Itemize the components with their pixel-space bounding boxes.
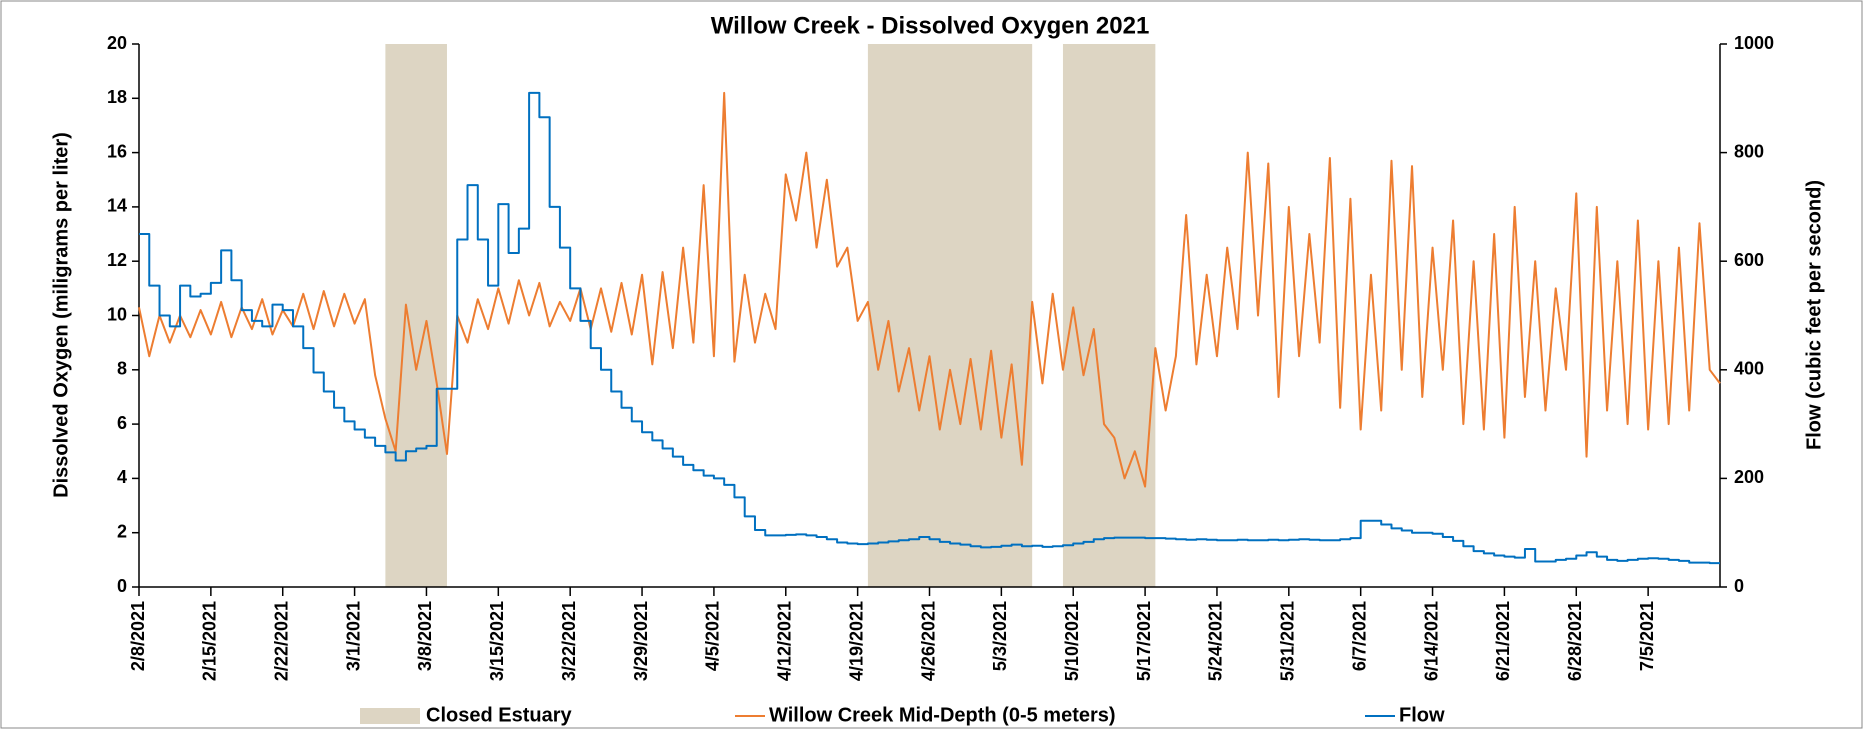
x-tick-label: 3/22/2021 [559,601,579,681]
x-tick-label: 2/15/2021 [200,601,220,681]
legend-swatch [360,708,420,724]
closed-estuary-band [385,44,447,587]
legend-label: Willow Creek Mid-Depth (0-5 meters) [769,704,1116,726]
y-tick-label: 14 [107,196,127,216]
y-tick-label: 2 [117,521,127,541]
y-tick-label: 10 [107,304,127,324]
x-tick-label: 6/28/2021 [1565,601,1585,681]
x-tick-label: 4/5/2021 [703,601,723,671]
legend-label: Closed Estuary [426,704,572,726]
y-tick-label: 0 [117,576,127,596]
x-tick-label: 3/1/2021 [343,601,363,671]
x-tick-label: 3/8/2021 [415,601,435,671]
y-tick-label: 4 [117,467,127,487]
x-tick-label: 2/22/2021 [271,601,291,681]
series-line [139,91,1720,565]
y2-tick-label: 800 [1734,141,1764,161]
x-tick-label: 4/26/2021 [918,601,938,681]
series-line [138,91,1721,488]
x-tick-label: 3/29/2021 [631,601,651,681]
y2-tick-label: 200 [1734,467,1764,487]
y2-tick-label: 600 [1734,250,1764,270]
x-tick-label: 5/3/2021 [990,601,1010,671]
y-tick-label: 16 [107,141,127,161]
closed-estuary-band [1062,44,1156,587]
closed-estuary-band [867,44,1033,587]
y-tick-label: 12 [107,250,127,270]
x-tick-label: 4/19/2021 [846,601,866,681]
x-tick-label: 5/17/2021 [1134,601,1154,681]
x-tick-label: 5/24/2021 [1206,601,1226,681]
y-axis-label: Dissolved Oxygen (miligrams per liter) [50,132,72,498]
y-tick-label: 6 [117,413,127,433]
y2-tick-label: 0 [1734,576,1744,596]
y-tick-label: 20 [107,33,127,53]
x-tick-label: 4/12/2021 [775,601,795,681]
y-tick-label: 8 [117,359,127,379]
x-tick-label: 5/31/2021 [1278,601,1298,681]
x-tick-label: 5/10/2021 [1062,601,1082,681]
x-tick-label: 6/7/2021 [1349,601,1369,671]
y-tick-label: 18 [107,87,127,107]
chart-title: Willow Creek - Dissolved Oxygen 2021 [711,12,1150,39]
x-tick-label: 2/8/2021 [128,601,148,671]
x-tick-label: 3/15/2021 [487,601,507,681]
x-tick-label: 6/14/2021 [1421,601,1441,681]
x-tick-label: 6/21/2021 [1493,601,1513,681]
y2-axis-label: Flow (cubic feet per second) [1803,180,1825,450]
x-tick-label: 7/5/2021 [1637,601,1657,671]
y2-tick-label: 400 [1734,359,1764,379]
legend-label: Flow [1399,704,1445,726]
y2-tick-label: 1000 [1734,33,1774,53]
